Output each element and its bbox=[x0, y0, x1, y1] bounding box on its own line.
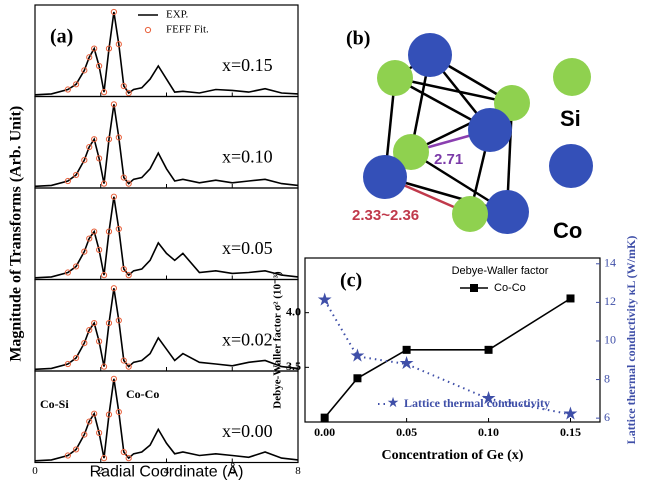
panel-label: (a) bbox=[50, 26, 73, 48]
legend-swatch: ★ bbox=[387, 396, 400, 411]
panel-annotation: x=0.05 bbox=[222, 238, 273, 258]
point-marker bbox=[567, 294, 575, 302]
y-axis-label: Magnitude of Transforms (Arb. Unit) bbox=[8, 106, 25, 362]
panel-annotation: x=0.02 bbox=[222, 330, 273, 350]
legend-swatch bbox=[470, 284, 478, 292]
point-marker bbox=[353, 374, 361, 382]
x-tick-label: 0.15 bbox=[560, 425, 581, 439]
x-tick-label: 0.00 bbox=[314, 425, 335, 439]
point-marker bbox=[485, 346, 493, 354]
y2-tick-label: 12 bbox=[604, 294, 616, 308]
atoms bbox=[363, 33, 593, 234]
panel-frame bbox=[35, 371, 298, 463]
point-marker: ★ bbox=[349, 346, 365, 366]
line bbox=[35, 379, 298, 461]
panel-annotation: x=0.00 bbox=[222, 421, 273, 441]
x-axis-label: Concentration of Ge (x) bbox=[382, 448, 524, 463]
point-marker bbox=[321, 414, 329, 422]
y2-tick-label: 10 bbox=[604, 333, 616, 347]
point-marker: ★ bbox=[562, 403, 578, 423]
legend-title: Debye-Waller factor bbox=[452, 265, 549, 277]
annotation: Co-Si bbox=[40, 397, 69, 411]
legend-label: Co-Co bbox=[494, 282, 526, 294]
legend-swatch bbox=[145, 27, 150, 32]
legend-si: Si bbox=[560, 106, 581, 131]
panel-frame bbox=[35, 97, 298, 189]
panel-label: (b) bbox=[346, 28, 370, 50]
point-marker: ★ bbox=[317, 290, 333, 310]
annotation: Co-Co bbox=[126, 387, 159, 401]
y2-tick-label: 14 bbox=[604, 256, 616, 270]
y-tick-label: 4.0 bbox=[286, 304, 301, 318]
panel-annotation: x=0.15 bbox=[222, 55, 273, 75]
x-tick-label: 0.05 bbox=[396, 425, 417, 439]
distance-label: 2.71 bbox=[434, 151, 463, 168]
x-tick-label: 0.10 bbox=[478, 425, 499, 439]
legend-co: Co bbox=[553, 218, 582, 243]
x-tick-label: 8 bbox=[295, 465, 301, 477]
y2-axis-label: Lattice thermal conductivity κL (W/mK) bbox=[624, 236, 638, 445]
y-axis-label: Debye-Waller factor σ² (10⁻³) bbox=[272, 271, 284, 409]
legend-label: FEFF Fit. bbox=[166, 24, 209, 36]
panel-annotation: x=0.10 bbox=[222, 147, 273, 167]
panel-frame bbox=[35, 188, 298, 280]
x-tick-label: 0 bbox=[32, 465, 38, 477]
panel-label: (c) bbox=[340, 270, 362, 292]
y2-tick-label: 8 bbox=[604, 371, 610, 385]
line bbox=[35, 104, 298, 186]
y2-tick-label: 6 bbox=[604, 410, 610, 424]
figure: (b) Si Co 2.71 2.33~2.36 x=0.15 x=0.10 x=0… bbox=[0, 0, 649, 485]
panel-frame bbox=[35, 280, 298, 372]
legend-label: EXP. bbox=[166, 9, 189, 21]
x-axis-label: Radial Coordinate (Å) bbox=[90, 462, 244, 481]
y-tick-label: 3.5 bbox=[286, 359, 301, 373]
legend-label: Lattice thermal conductivity bbox=[404, 396, 550, 410]
point-marker: ★ bbox=[399, 353, 415, 373]
distance-label: 2.33~2.36 bbox=[352, 207, 419, 224]
